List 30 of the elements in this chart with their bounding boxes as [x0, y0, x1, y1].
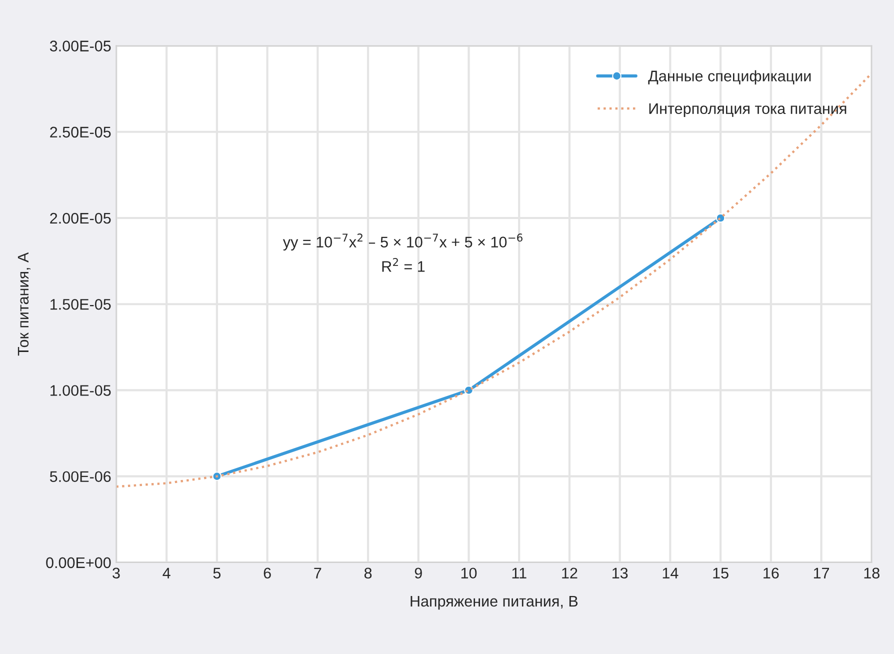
- x-tick-label: 14: [662, 568, 678, 578]
- x-tick-label: 15: [713, 568, 728, 579]
- x-tick-label: 7: [314, 568, 322, 578]
- x-tick-label: 4: [162, 568, 170, 578]
- legend-label: Данные спецификации: [648, 70, 811, 84]
- y-axis-title: Ток питания, А: [18, 252, 30, 356]
- x-tick-label: 6: [264, 568, 271, 579]
- y-tick-label: 2.00E-05: [50, 212, 111, 224]
- x-tick-label: 8: [364, 568, 372, 579]
- point: [212, 472, 222, 482]
- x-axis-title: Напряжение питания, В: [410, 596, 578, 610]
- legend-label: Интерполяция тока питания: [649, 103, 846, 118]
- x-tick-label: 18: [864, 568, 880, 579]
- x-tick-label: 17: [814, 568, 830, 578]
- y-tick-label: 0.00E+00: [46, 557, 111, 568]
- y-tick-label: 1.50E-05: [50, 298, 111, 310]
- x-tick-label: 11: [512, 568, 526, 578]
- y-tick-label: 5.00E-06: [50, 471, 111, 482]
- x-tick-label: 9: [414, 568, 422, 579]
- x-tick-label: 13: [612, 568, 628, 579]
- y-tick-label: 3.00E-05: [50, 40, 111, 52]
- x-tick-label: 16: [764, 568, 779, 579]
- x-tick-label: 12: [562, 568, 578, 578]
- x-tick-label: 10: [461, 568, 477, 579]
- x-tick-label: 3: [112, 568, 120, 579]
- x-tick-label: 5: [213, 568, 221, 579]
- annotation: yy = 10$^{−7}$x$^{2}$ – 5 × 10$^{−7}$x + 5 × 10$^{−6}$: [282, 234, 522, 251]
- y-tick-label: 2.50E-05: [50, 126, 111, 138]
- annotation: R$^{2}$ = 1: [382, 258, 425, 272]
- y-tick-label: 1.00E-05: [50, 385, 111, 396]
